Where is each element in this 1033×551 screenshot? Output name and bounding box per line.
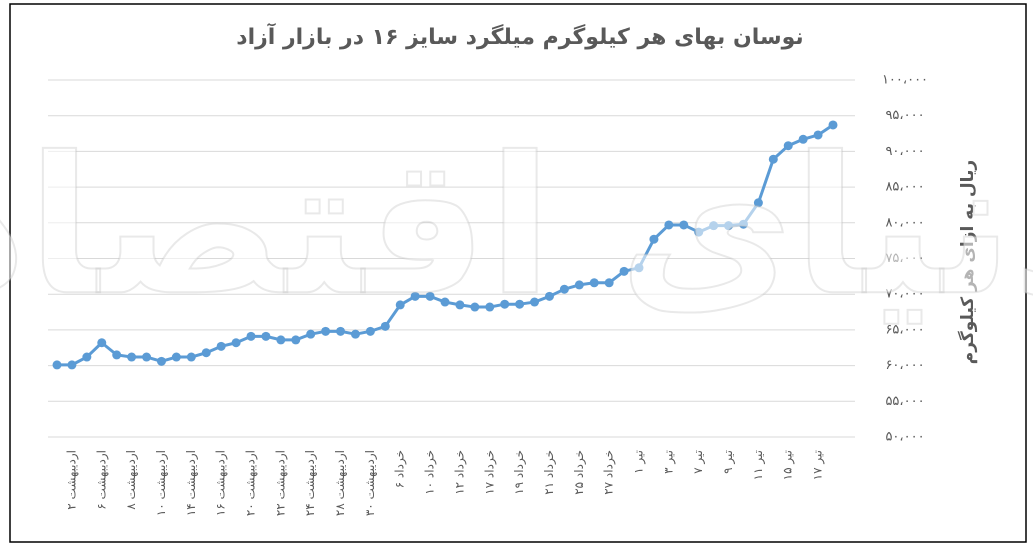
- marker: [425, 291, 435, 301]
- marker: [261, 331, 271, 341]
- x-tick-label: ۳۰ اردیبهشت: [363, 450, 378, 516]
- marker: [380, 321, 390, 331]
- y-tick-label: ۶۰،۰۰۰: [885, 358, 924, 373]
- marker: [664, 220, 674, 230]
- x-tick-label: ۹ تیر: [721, 450, 736, 474]
- marker: [395, 300, 405, 310]
- x-tick-label: ۱۹ خرداد: [512, 450, 527, 495]
- marker: [455, 300, 465, 310]
- y-axis-title: ریال به ازای هر کیلوگرم: [957, 160, 978, 364]
- marker: [321, 326, 331, 336]
- x-tick-label: ۱۴ اردیبهشت: [184, 450, 199, 516]
- y-tick-label: ۷۵،۰۰۰: [885, 251, 924, 266]
- marker: [306, 329, 316, 339]
- marker: [544, 291, 554, 301]
- x-tick-label: ۱۵ تیر: [781, 450, 796, 480]
- marker: [231, 338, 241, 348]
- y-tick-label: ۵۰،۰۰۰: [885, 430, 924, 445]
- marker: [694, 227, 704, 237]
- marker: [156, 356, 166, 366]
- y-tick-label: ۹۵،۰۰۰: [885, 108, 924, 123]
- x-tick-label: ۲۵ خرداد: [572, 450, 587, 495]
- x-tick-label: ۷ تیر: [691, 450, 706, 474]
- marker: [619, 266, 629, 276]
- x-tick-label: ۶ خرداد: [393, 450, 408, 488]
- marker: [350, 329, 360, 339]
- watermark: دنیای اقتصاد: [0, 116, 1033, 337]
- x-tick-label: ۳ تیر: [661, 450, 676, 474]
- x-tick-label: ۱۰ خرداد: [423, 450, 438, 495]
- marker: [201, 348, 211, 358]
- marker: [142, 352, 152, 362]
- chart-title: نوسان بهای هر کیلوگرم میلگرد سایز ۱۶ در …: [236, 22, 803, 50]
- x-tick-label: ۱۰ اردیبهشت: [154, 450, 169, 516]
- x-tick-label: ۲۲ اردیبهشت: [273, 450, 288, 516]
- marker: [783, 141, 793, 151]
- y-tick-label: ۵۵،۰۰۰: [885, 394, 924, 409]
- x-tick-label: ۱۱ تیر: [751, 450, 766, 480]
- marker: [724, 221, 734, 231]
- marker: [97, 338, 107, 348]
- marker: [589, 278, 599, 288]
- marker: [574, 280, 584, 290]
- x-tick-label: ۲۷ خرداد: [602, 450, 617, 495]
- marker: [604, 278, 614, 288]
- marker: [679, 220, 689, 230]
- y-tick-label: ۷۰،۰۰۰: [885, 287, 924, 302]
- marker: [485, 302, 495, 312]
- marker: [216, 341, 226, 351]
- x-tick-label: ۲ اردیبهشت: [64, 450, 79, 510]
- x-tick-label: ۱۶ اردیبهشت: [214, 450, 229, 516]
- y-tick-label: ۶۵،۰۰۰: [885, 322, 924, 337]
- y-tick-label: ۱۰۰،۰۰۰: [882, 73, 928, 88]
- y-tick-label: ۸۰،۰۰۰: [885, 215, 924, 230]
- marker: [365, 326, 375, 336]
- marker: [410, 291, 420, 301]
- marker: [828, 120, 838, 130]
- x-tick-label: ۱۷ تیر: [811, 450, 826, 480]
- marker: [186, 352, 196, 362]
- marker: [470, 302, 480, 312]
- marker: [709, 221, 719, 231]
- x-tick-label: ۲۴ اردیبهشت: [303, 450, 318, 516]
- marker: [649, 234, 659, 244]
- y-tick-label: ۹۰،۰۰۰: [885, 144, 924, 159]
- x-tick-label: ۱۷ خرداد: [482, 450, 497, 495]
- marker: [813, 130, 823, 140]
- marker: [559, 284, 569, 294]
- marker: [336, 326, 346, 336]
- marker: [440, 297, 450, 307]
- marker: [291, 335, 301, 345]
- x-tick-label: ۱۲ خرداد: [452, 450, 467, 495]
- x-tick-label: ۲۰ اردیبهشت: [244, 450, 259, 516]
- marker: [127, 352, 137, 362]
- marker: [500, 299, 510, 309]
- marker: [171, 352, 181, 362]
- marker: [515, 299, 525, 309]
- marker: [530, 297, 540, 307]
- marker: [52, 360, 62, 370]
- marker: [738, 219, 748, 229]
- marker: [67, 360, 77, 370]
- marker: [798, 134, 808, 144]
- x-tick-label: ۲۸ اردیبهشت: [333, 450, 348, 516]
- marker: [753, 198, 763, 208]
- marker: [768, 154, 778, 164]
- marker: [82, 352, 92, 362]
- marker: [276, 335, 286, 345]
- x-tick-label: ۱ تیر: [632, 450, 647, 474]
- marker: [112, 350, 122, 360]
- x-tick-label: ۲۱ خرداد: [542, 450, 557, 495]
- marker: [246, 331, 256, 341]
- y-tick-label: ۸۵،۰۰۰: [885, 180, 924, 195]
- frame: [9, 3, 1027, 543]
- marker: [634, 263, 644, 273]
- x-tick-label: ۶ اردیبهشت: [94, 450, 109, 510]
- x-tick-label: ۸ اردیبهشت: [124, 450, 139, 510]
